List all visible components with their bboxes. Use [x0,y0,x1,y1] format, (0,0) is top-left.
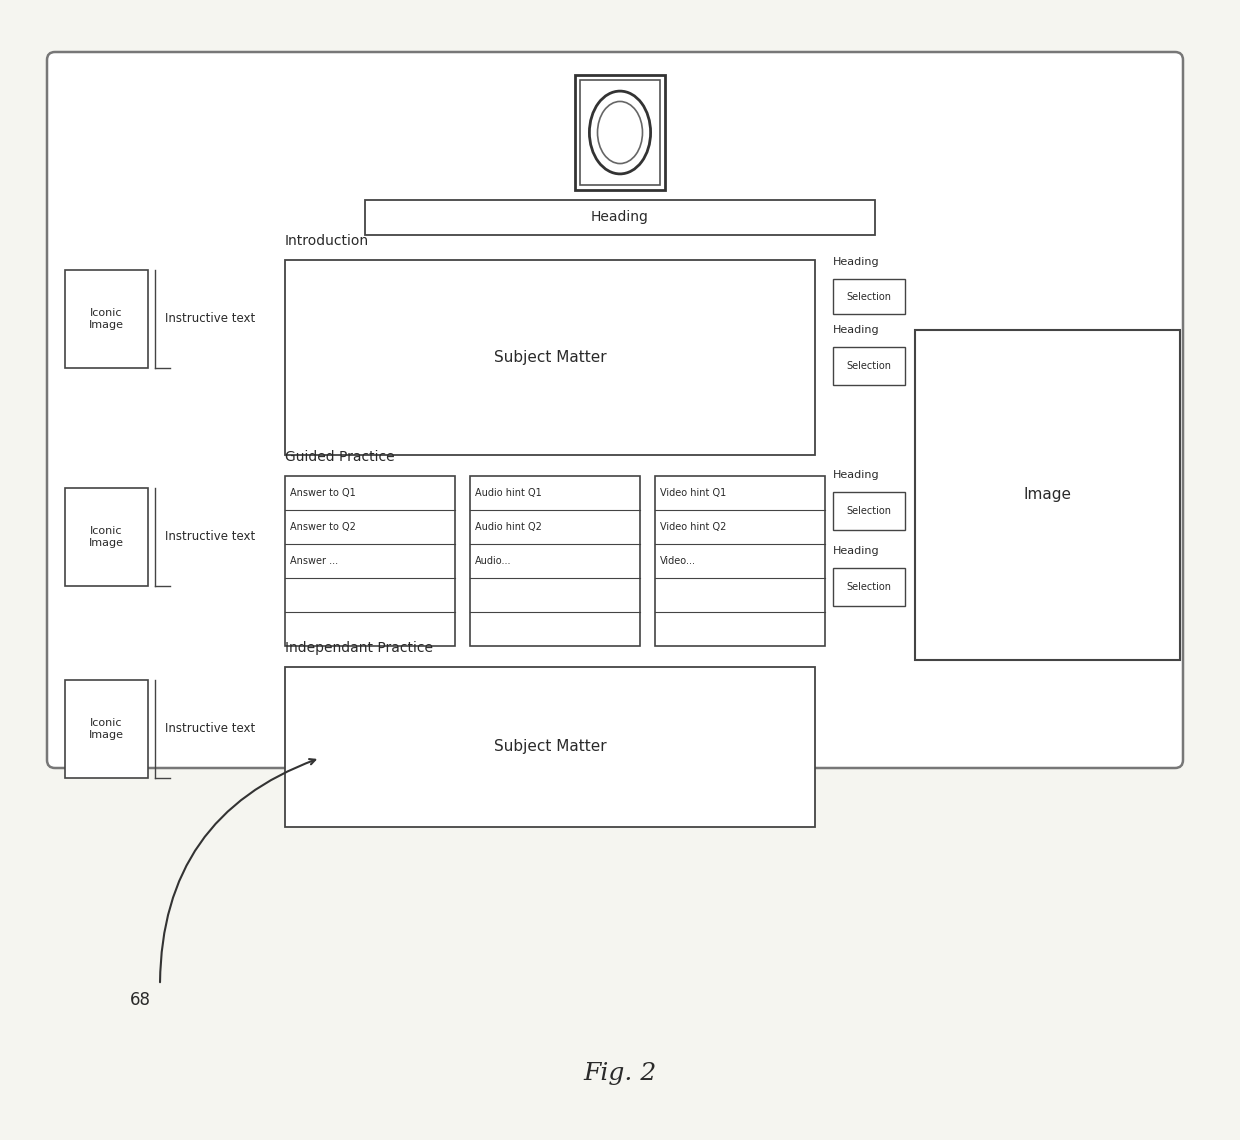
Text: Selection: Selection [847,361,892,370]
FancyBboxPatch shape [915,329,1180,660]
FancyBboxPatch shape [833,492,905,530]
Text: Selection: Selection [847,583,892,592]
FancyBboxPatch shape [64,270,148,368]
Text: Video hint Q2: Video hint Q2 [660,522,727,532]
Text: Answer to Q1: Answer to Q1 [290,488,356,498]
Text: Selection: Selection [847,292,892,301]
Text: Introduction: Introduction [285,234,370,249]
FancyBboxPatch shape [285,667,815,826]
Text: Audio hint Q2: Audio hint Q2 [475,522,542,532]
Text: Iconic
Image: Iconic Image [89,308,124,329]
Ellipse shape [598,101,642,163]
Text: Subject Matter: Subject Matter [494,350,606,365]
Text: Heading: Heading [833,325,879,335]
FancyBboxPatch shape [64,679,148,777]
Text: Guided Practice: Guided Practice [285,450,394,464]
FancyBboxPatch shape [285,260,815,455]
Text: Audio hint Q1: Audio hint Q1 [475,488,542,498]
Text: Answer ...: Answer ... [290,556,339,565]
Text: Selection: Selection [847,506,892,516]
Ellipse shape [589,91,651,174]
FancyBboxPatch shape [575,75,665,190]
FancyBboxPatch shape [365,200,875,235]
FancyBboxPatch shape [64,488,148,586]
FancyBboxPatch shape [285,477,455,646]
FancyBboxPatch shape [470,477,640,646]
Text: Instructive text: Instructive text [165,312,255,326]
Text: Audio...: Audio... [475,556,511,565]
FancyBboxPatch shape [580,80,660,185]
FancyBboxPatch shape [655,477,825,646]
Text: Independant Practice: Independant Practice [285,641,433,656]
Text: Instructive text: Instructive text [165,530,255,544]
Text: Instructive text: Instructive text [165,723,255,735]
FancyBboxPatch shape [833,568,905,606]
Text: Answer to Q2: Answer to Q2 [290,522,356,532]
Text: Heading: Heading [833,470,879,480]
Text: Heading: Heading [591,211,649,225]
FancyBboxPatch shape [833,279,905,314]
Text: Iconic
Image: Iconic Image [89,527,124,548]
Text: Iconic
Image: Iconic Image [89,718,124,740]
Text: 68: 68 [130,991,151,1009]
Text: Heading: Heading [833,546,879,556]
Text: Subject Matter: Subject Matter [494,740,606,755]
Text: Video...: Video... [660,556,696,565]
Text: Fig. 2: Fig. 2 [583,1062,657,1085]
Text: Heading: Heading [833,256,879,267]
FancyBboxPatch shape [47,52,1183,768]
Text: Image: Image [1023,488,1071,503]
FancyBboxPatch shape [833,347,905,385]
Text: Video hint Q1: Video hint Q1 [660,488,727,498]
